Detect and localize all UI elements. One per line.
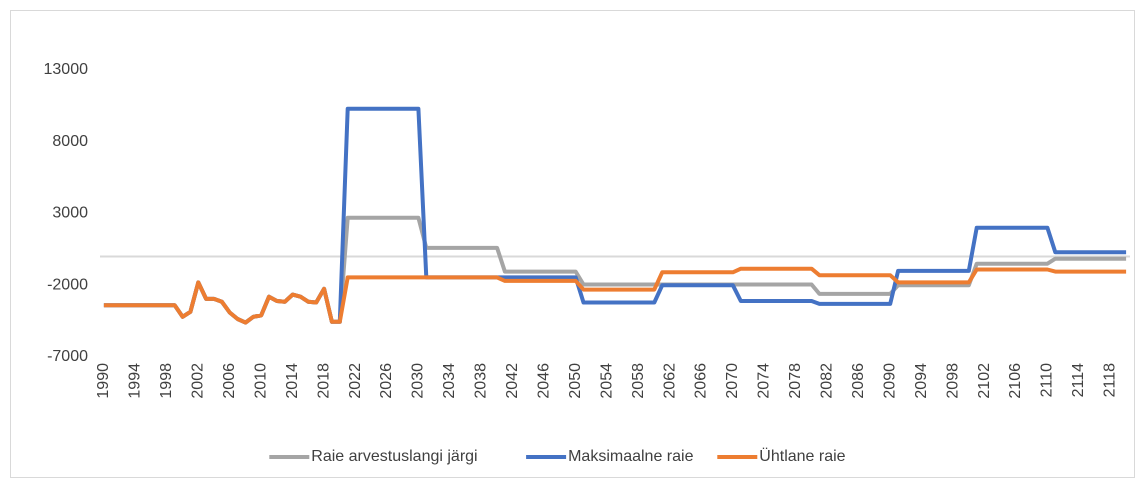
x-tick-label: 2058	[630, 363, 647, 399]
y-tick-label: 13000	[44, 61, 89, 78]
x-tick-label: 2078	[787, 363, 804, 399]
x-tick-label: 2086	[850, 363, 867, 399]
legend-label: Ühtlane raie	[759, 447, 845, 465]
x-tick-label: 2010	[252, 363, 269, 399]
x-tick-label: 2014	[284, 363, 301, 399]
x-tick-label: 2110	[1039, 363, 1056, 398]
x-tick-label: 2094	[913, 363, 930, 399]
x-tick-label: 2054	[598, 363, 615, 399]
x-tick-label: 2030	[410, 363, 427, 399]
x-tick-label: 2018	[315, 363, 332, 399]
x-tick-label: 2062	[661, 363, 678, 399]
series-line	[103, 266, 1127, 325]
x-tick-label: 2002	[190, 363, 207, 399]
x-tick-label: 1994	[127, 363, 144, 399]
y-tick-label: -7000	[47, 348, 88, 365]
y-tick-label: 3000	[52, 205, 88, 222]
y-tick-label: 8000	[52, 133, 88, 150]
x-tick-label: 2114	[1070, 363, 1087, 398]
x-tick-label: 2022	[347, 363, 364, 399]
legend-label: Raie arvestuslangi järgi	[311, 448, 477, 465]
x-tick-label: 1998	[158, 363, 175, 399]
x-tick-label: 2046	[535, 363, 552, 399]
x-tick-label: 2106	[1007, 363, 1024, 399]
x-tick-label: 2042	[504, 363, 521, 399]
x-tick-label: 2034	[441, 363, 458, 399]
x-tick-label: 2038	[473, 363, 490, 399]
x-tick-label: 2090	[881, 363, 898, 399]
x-tick-label: 2098	[944, 363, 961, 399]
x-tick-label: 2026	[378, 363, 395, 399]
x-tick-label: 2006	[221, 363, 238, 399]
y-tick-label: -2000	[47, 276, 88, 293]
chart-border	[10, 10, 1135, 478]
x-tick-label: 2066	[693, 363, 710, 399]
legend-label: Maksimaalne raie	[568, 448, 693, 465]
x-tick-label: 2082	[819, 363, 836, 399]
x-tick-label: 2118	[1102, 363, 1119, 398]
x-tick-label: 2050	[567, 363, 584, 399]
x-tick-label: 2102	[976, 363, 993, 399]
x-tick-label: 1990	[95, 363, 112, 399]
x-tick-label: 2074	[756, 363, 773, 399]
x-tick-label: 2070	[724, 363, 741, 399]
